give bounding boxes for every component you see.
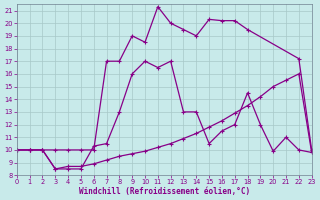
X-axis label: Windchill (Refroidissement éolien,°C): Windchill (Refroidissement éolien,°C) [79, 187, 250, 196]
